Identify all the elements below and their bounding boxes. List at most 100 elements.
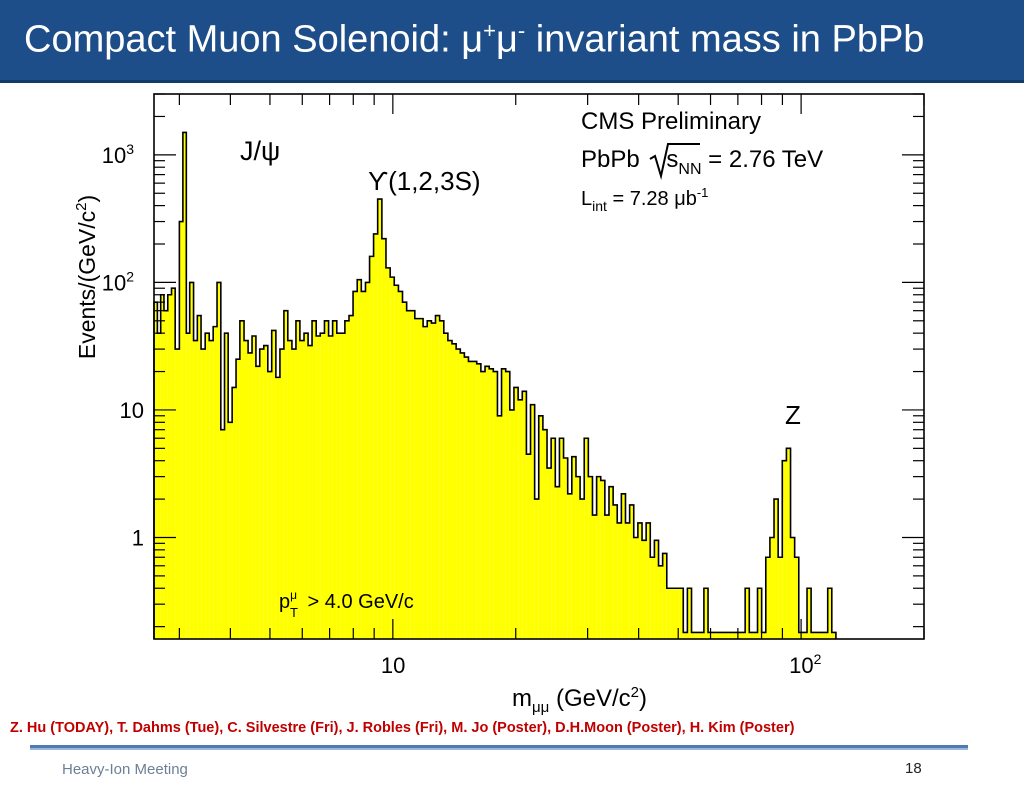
histogram-bin-7 xyxy=(179,221,183,639)
title-rest: invariant mass in PbPb xyxy=(525,18,925,61)
histogram-bin-42 xyxy=(316,335,321,639)
histogram-bin-135 xyxy=(699,632,704,639)
histogram-bin-41 xyxy=(312,320,317,639)
histogram-bin-47 xyxy=(336,333,341,639)
histogram-bin-155 xyxy=(782,460,787,639)
histogram-bin-141 xyxy=(724,632,729,639)
plot-frame xyxy=(153,93,925,640)
histogram-bin-88 xyxy=(505,371,510,639)
y-tick-label-3: 103 xyxy=(102,141,134,168)
cut-sub: T xyxy=(290,605,298,620)
histogram-bin-36 xyxy=(291,349,296,639)
histogram-bin-28 xyxy=(259,349,264,639)
histogram-bin-149 xyxy=(757,588,762,639)
histogram-bin-93 xyxy=(526,454,531,639)
page-number: 18 xyxy=(905,760,922,777)
histogram-bin-71 xyxy=(435,315,440,639)
histogram-bin-19 xyxy=(224,333,229,639)
histogram-bin-165 xyxy=(823,632,828,639)
histogram-bin-63 xyxy=(402,302,407,639)
histogram-bin-54 xyxy=(365,282,370,639)
histogram-bin-33 xyxy=(279,349,284,639)
histogram-bin-107 xyxy=(584,438,589,639)
histogram-bin-9 xyxy=(186,333,190,639)
histogram-bin-106 xyxy=(580,499,585,639)
histogram-bin-114 xyxy=(613,504,618,639)
histogram-bin-154 xyxy=(778,557,783,639)
histogram-bin-0 xyxy=(154,302,158,639)
histogram-bin-148 xyxy=(753,632,758,639)
histogram-bin-82 xyxy=(480,371,486,639)
x-tick-label-1: 102 xyxy=(789,651,821,678)
histogram-bin-166 xyxy=(827,588,832,639)
histogram-bin-3 xyxy=(163,310,168,639)
histogram-bin-138 xyxy=(712,632,717,639)
cut-value: > 4.0 GeV/c xyxy=(302,591,414,613)
histogram-bin-153 xyxy=(774,499,779,639)
histogram-bin-111 xyxy=(600,480,605,639)
histogram-bin-122 xyxy=(646,522,651,639)
histogram-bin-35 xyxy=(287,340,292,639)
histogram-bin-51 xyxy=(353,291,358,639)
y-tick-label-2: 102 xyxy=(102,268,134,295)
histogram-bin-104 xyxy=(571,456,576,639)
energy-label: PbPb sNN = 2.76 TeV xyxy=(581,146,823,178)
histogram-bin-147 xyxy=(749,632,754,639)
histogram-bin-160 xyxy=(802,632,808,639)
histogram-bin-150 xyxy=(761,632,766,639)
histogram-bin-132 xyxy=(687,588,692,639)
histogram-bin-167 xyxy=(831,632,836,639)
histogram-bin-161 xyxy=(807,588,812,639)
histogram-bin-49 xyxy=(344,320,350,639)
histogram-bin-156 xyxy=(786,448,791,639)
histogram-bin-60 xyxy=(390,277,395,639)
histogram-bin-4 xyxy=(167,294,172,639)
footer-divider-light xyxy=(30,748,968,750)
x-axis-label-rest: (GeV/c xyxy=(549,685,630,712)
histogram-bin-15 xyxy=(209,340,214,639)
histogram-bin-78 xyxy=(464,357,469,639)
histogram-bin-46 xyxy=(332,320,337,639)
histogram-bin-6 xyxy=(175,349,180,639)
histogram-bin-12 xyxy=(197,315,202,639)
histogram-bin-131 xyxy=(683,632,688,639)
cut-p: p xyxy=(279,591,290,613)
histogram-bin-103 xyxy=(567,493,572,639)
histogram-bin-59 xyxy=(385,267,391,639)
histogram-bin-113 xyxy=(608,486,614,639)
histogram-bin-2 xyxy=(160,294,164,639)
histogram-bin-130 xyxy=(679,588,684,639)
histogram-bin-65 xyxy=(410,310,415,639)
histogram-bin-62 xyxy=(398,291,403,639)
slide-title: Compact Muon Solenoid: μ+μ- invariant ma… xyxy=(24,18,924,62)
histogram-bin-157 xyxy=(790,537,795,639)
histogram-bin-76 xyxy=(456,349,461,639)
histogram-bin-120 xyxy=(637,522,643,639)
title-mu-minus: μ xyxy=(496,18,518,61)
histogram-bin-30 xyxy=(267,371,272,639)
histogram-bin-23 xyxy=(239,320,245,639)
title-sup-plus: + xyxy=(483,18,497,43)
title-main: Compact Muon Solenoid: xyxy=(24,18,462,61)
histogram-bin-129 xyxy=(675,588,680,639)
histogram-bin-34 xyxy=(283,310,288,639)
histogram-bin-11 xyxy=(193,340,198,639)
lumi-sup: -1 xyxy=(697,185,709,200)
histogram-bin-8 xyxy=(182,132,187,639)
histogram-bin-85 xyxy=(493,371,498,639)
histogram-bin-18 xyxy=(220,429,225,639)
histogram-bin-55 xyxy=(369,256,374,639)
y-tick-label-0: 1 xyxy=(132,525,144,550)
x-axis-label: mμμ (GeV/c2) xyxy=(512,684,647,716)
histogram-bin-84 xyxy=(489,368,494,639)
histogram-bin-146 xyxy=(745,588,750,639)
cut-sup: μ xyxy=(290,588,297,602)
histogram-bin-52 xyxy=(357,279,362,639)
histogram-bin-44 xyxy=(324,320,329,639)
histogram-bin-139 xyxy=(716,632,721,639)
histogram-bin-125 xyxy=(658,565,663,639)
y-axis-label: Events/(GeV/c2) xyxy=(73,195,100,359)
x-axis-label-sub: μμ xyxy=(532,699,549,716)
histogram-bin-143 xyxy=(732,632,737,639)
